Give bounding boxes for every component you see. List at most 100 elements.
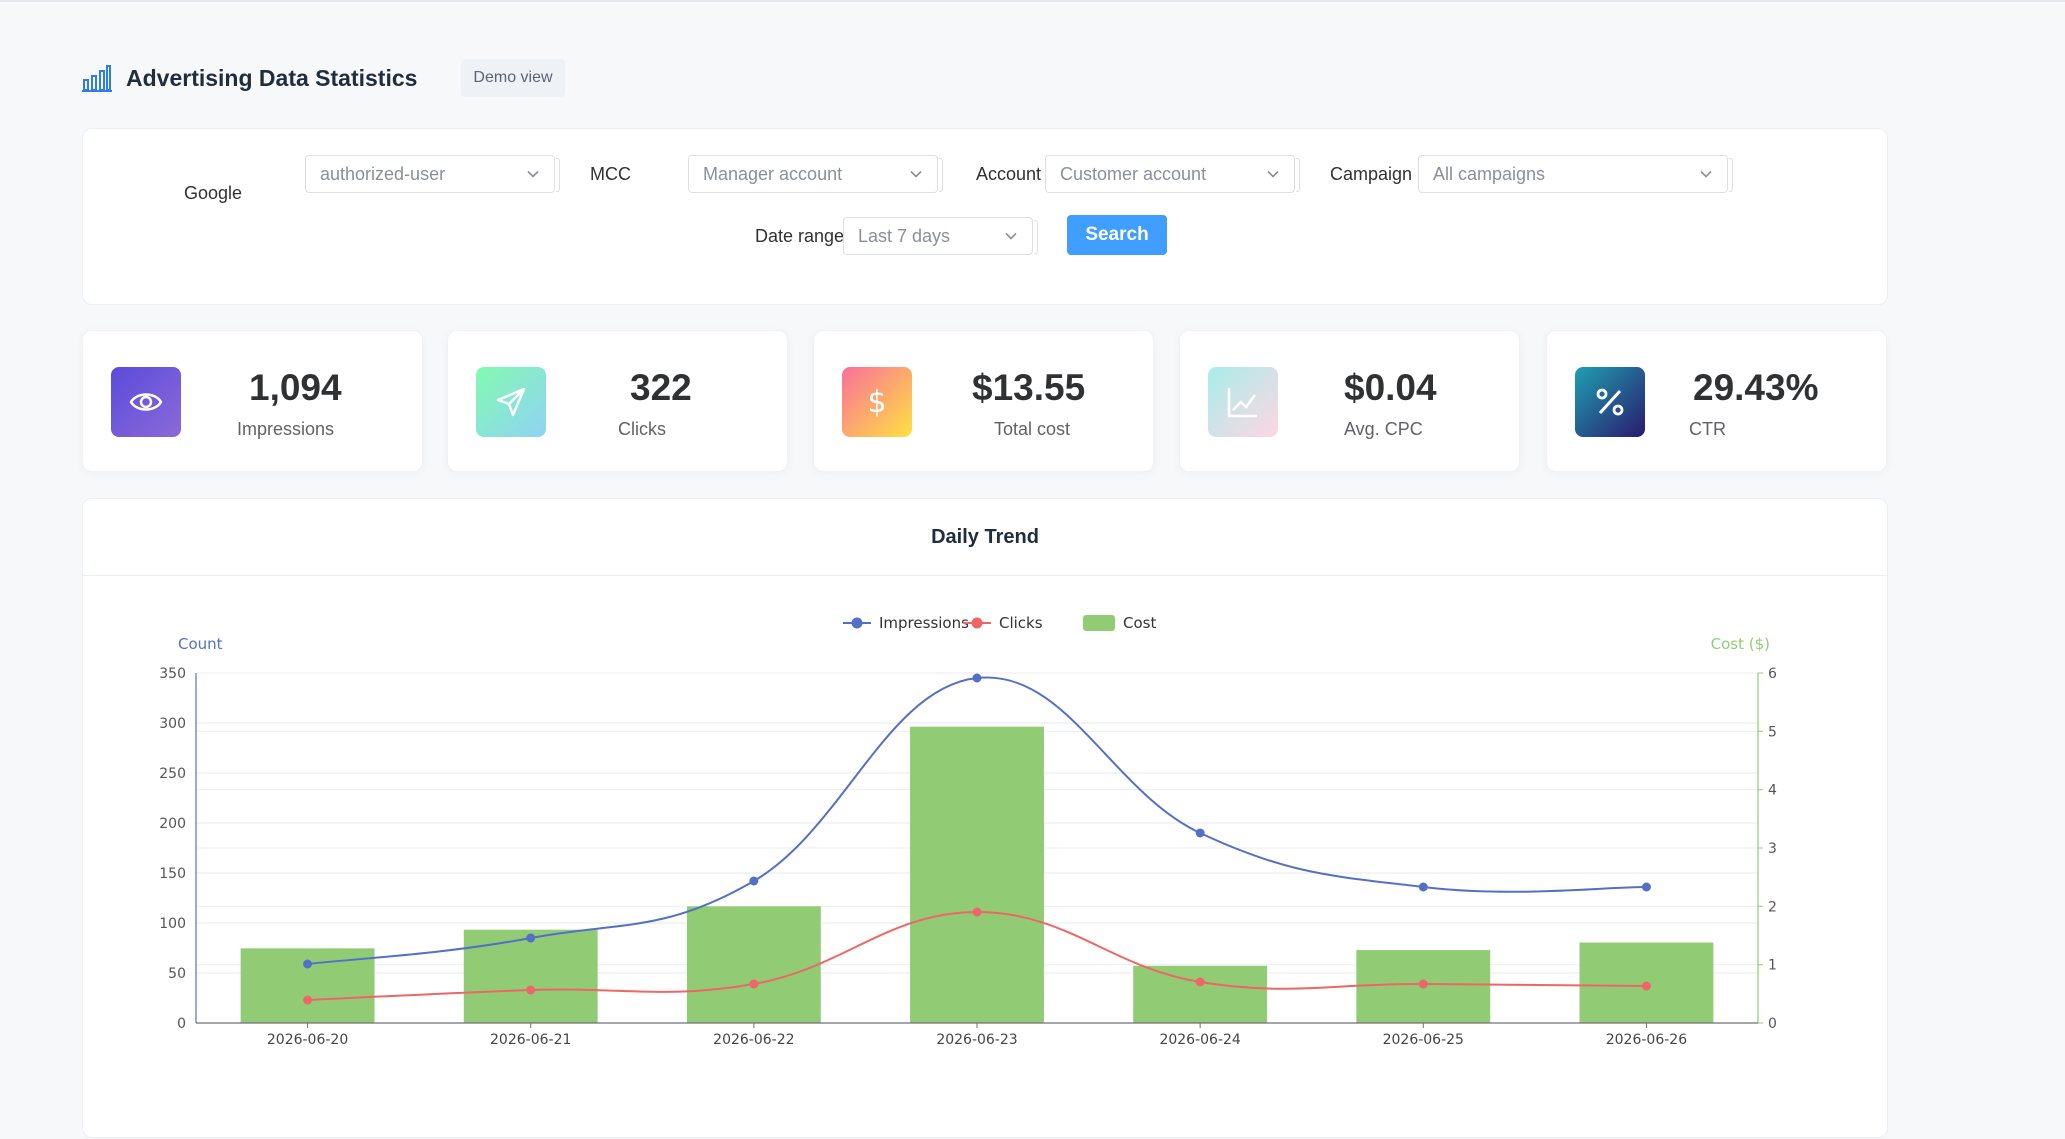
x-tick-label: 2026-06-21: [490, 1032, 571, 1048]
clicks-point: [1195, 977, 1205, 987]
cost-bar: [1133, 965, 1268, 1023]
avg-cpc-value: $0.04: [1344, 367, 1437, 408]
account-select[interactable]: Customer account: [1045, 155, 1300, 193]
legend-impressions-label: Impressions: [879, 614, 969, 632]
page-header: Advertising Data Statistics Demo view: [82, 56, 565, 100]
avg-cpc-label: Avg. CPC: [1344, 419, 1423, 439]
chevron-down-icon: [1700, 170, 1712, 178]
mcc-value: Manager account: [703, 163, 843, 184]
impressions-value: 1,094: [249, 367, 342, 408]
y-axis-title: Count: [178, 635, 223, 653]
y-right-tick-label: 2: [1768, 899, 1777, 915]
y-right-axis-title: Cost ($): [1711, 635, 1770, 653]
campaign-value: All campaigns: [1433, 163, 1546, 184]
date-range-value: Last 7 days: [858, 225, 951, 246]
bar-chart-icon: [82, 65, 112, 92]
total-cost-label: Total cost: [994, 419, 1071, 439]
mcc-select[interactable]: Manager account: [688, 155, 943, 193]
clicks-point: [303, 995, 313, 1005]
legend-impressions-marker: [851, 617, 863, 629]
clicks-point: [1641, 981, 1651, 991]
filter-panel: Google authorized-user MCC Manager accou…: [82, 128, 1888, 305]
y-right-tick-label: 5: [1768, 724, 1777, 740]
account-value: Customer account: [1060, 163, 1207, 184]
ctr-value: 29.43%: [1693, 367, 1819, 408]
impressions-point: [1418, 882, 1428, 892]
impressions-point: [303, 959, 313, 969]
trend-chart-icon: [1208, 367, 1278, 437]
impressions-point: [526, 933, 536, 943]
chart-title: Daily Trend: [83, 499, 1887, 576]
dollar-icon: $: [842, 367, 912, 437]
daily-trend-chart: 0 50 100 150 200 250 300 350 0 1 2 3 4 5 6 Count Cost ($…: [159, 614, 1777, 1048]
legend-cost-swatch: [1083, 615, 1115, 631]
stat-card-clicks: 322 Clicks: [447, 330, 788, 472]
impressions-point: [749, 876, 759, 886]
stat-card-impressions: 1,094 Impressions: [82, 330, 423, 472]
clicks-value: 322: [630, 367, 692, 408]
y-tick-label: 300: [159, 716, 186, 732]
legend-clicks-marker: [971, 617, 983, 629]
mcc-label: MCC: [590, 164, 631, 184]
stat-card-ctr: 29.43% CTR: [1546, 330, 1887, 472]
ctr-label: CTR: [1689, 419, 1726, 439]
eye-icon: [111, 367, 181, 437]
y-right-tick-label: 3: [1768, 841, 1777, 857]
cost-bar: [910, 726, 1044, 1023]
search-button[interactable]: Search: [1067, 215, 1167, 255]
cost-bar: [463, 929, 598, 1023]
x-tick-label: 2026-06-24: [1159, 1032, 1240, 1048]
clicks-label: Clicks: [618, 419, 666, 439]
y-tick-label: 50: [168, 966, 186, 982]
top-divider: [0, 0, 2065, 2]
stat-card-total-cost: $ $13.55 Total cost: [813, 330, 1154, 472]
google-user-select[interactable]: authorized-user: [305, 155, 560, 193]
chart-legend: Impressions Clicks Cost: [843, 614, 1156, 632]
chevron-down-icon: [1005, 232, 1017, 240]
date-range-label: Date range: [755, 226, 845, 246]
impressions-point: [1641, 882, 1651, 892]
chevron-down-icon: [910, 170, 922, 178]
stat-card-avg-cpc: $0.04 Avg. CPC: [1179, 330, 1520, 472]
demo-view-badge: Demo view: [461, 59, 565, 97]
total-cost-value: $13.55: [972, 367, 1086, 408]
y-tick-label: 100: [159, 916, 186, 932]
y-right-tick-label: 1: [1768, 958, 1777, 974]
y-tick-label: 0: [177, 1016, 186, 1032]
clicks-point: [749, 979, 759, 989]
y-right-tick-label: 4: [1768, 783, 1777, 799]
google-user-value: authorized-user: [320, 163, 446, 184]
chevron-down-icon: [1267, 170, 1279, 178]
percent-icon: [1575, 367, 1645, 437]
legend-clicks-label: Clicks: [999, 614, 1043, 632]
y-right-tick-label: 0: [1768, 1016, 1777, 1032]
x-tick-label: 2026-06-23: [936, 1032, 1017, 1048]
google-label: Google: [184, 183, 243, 203]
account-label: Account: [976, 164, 1042, 184]
daily-trend-card: Daily Trend 0 50 100 150 200 250 300 350 0 1 2 3 4 5 6…: [82, 498, 1888, 1138]
clicks-point: [526, 985, 536, 995]
y-right-tick-label: 6: [1768, 666, 1777, 682]
campaign-label: Campaign: [1330, 164, 1413, 184]
cost-bar: [686, 906, 821, 1023]
y-tick-label: 150: [159, 866, 186, 882]
chevron-down-icon: [527, 170, 539, 178]
impressions-label: Impressions: [237, 419, 335, 439]
clicks-point: [972, 907, 982, 917]
x-tick-label: 2026-06-22: [713, 1032, 794, 1048]
y-tick-label: 350: [159, 666, 186, 682]
impressions-point: [972, 673, 982, 683]
impressions-point: [1195, 828, 1205, 838]
date-range-select[interactable]: Last 7 days: [843, 217, 1038, 255]
y-tick-label: 200: [159, 816, 186, 832]
page-title: Advertising Data Statistics: [126, 64, 418, 91]
x-tick-label: 2026-06-26: [1606, 1032, 1687, 1048]
svg-text:$: $: [867, 385, 886, 420]
send-icon: [476, 367, 546, 437]
x-tick-label: 2026-06-20: [267, 1032, 348, 1048]
campaign-select[interactable]: All campaigns: [1418, 155, 1733, 193]
clicks-point: [1418, 979, 1428, 989]
legend-cost-label: Cost: [1123, 614, 1156, 632]
x-tick-label: 2026-06-25: [1383, 1032, 1464, 1048]
y-tick-label: 250: [159, 766, 186, 782]
